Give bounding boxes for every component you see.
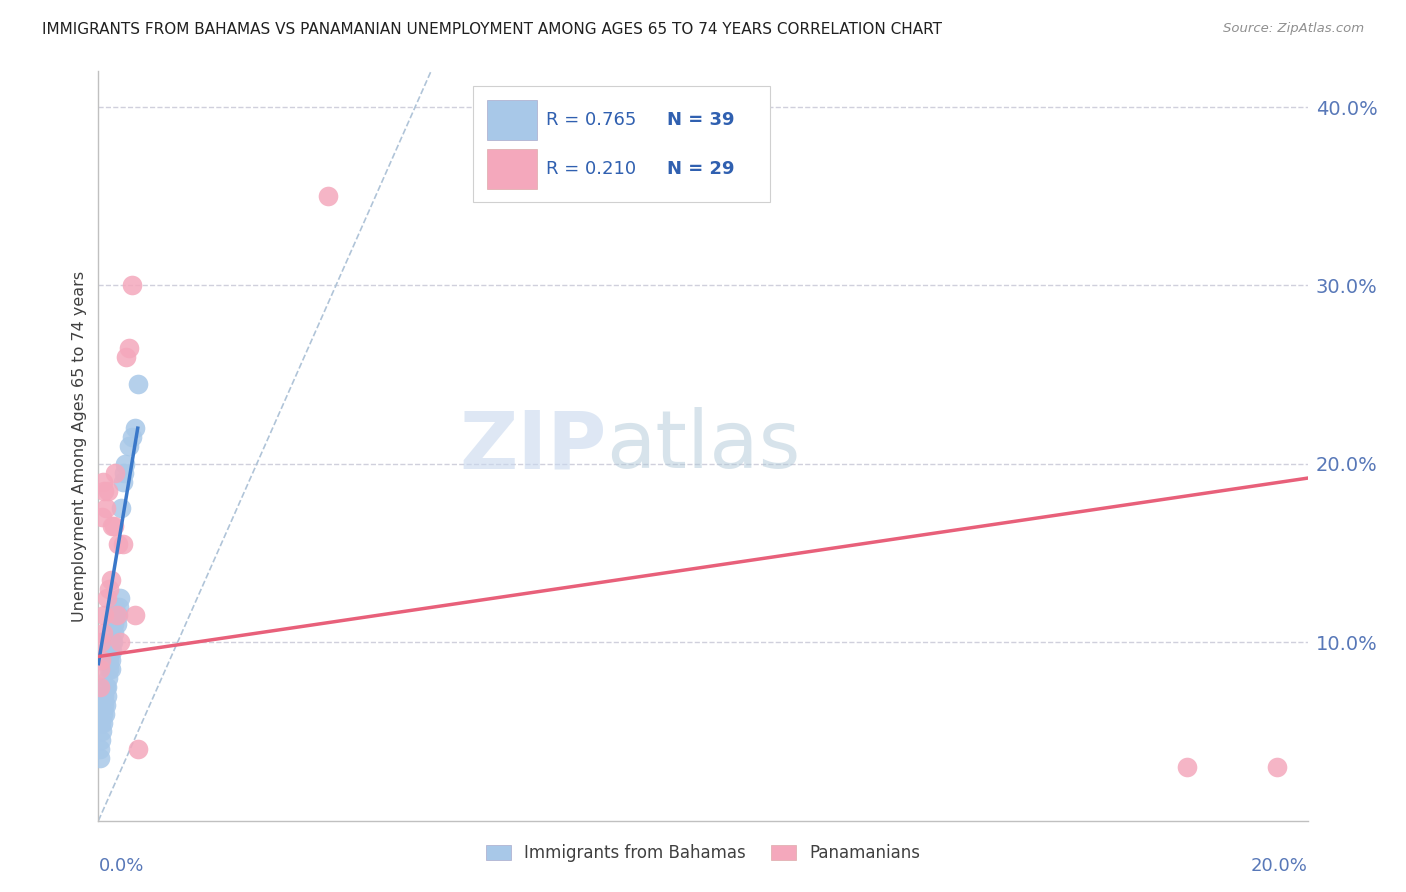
Point bbox=[121, 278, 143, 293]
Legend: Immigrants from Bahamas, Panamanians: Immigrants from Bahamas, Panamanians bbox=[479, 838, 927, 869]
Point bbox=[90, 733, 112, 747]
Point bbox=[107, 608, 129, 623]
Point bbox=[89, 680, 111, 694]
Point bbox=[108, 599, 131, 614]
Point bbox=[111, 537, 134, 551]
Point bbox=[100, 644, 122, 658]
Point bbox=[107, 537, 129, 551]
Point bbox=[105, 608, 128, 623]
Point bbox=[100, 519, 122, 533]
Point bbox=[114, 350, 136, 364]
FancyBboxPatch shape bbox=[474, 87, 769, 202]
Point bbox=[108, 635, 131, 649]
Point bbox=[98, 582, 121, 596]
Point bbox=[98, 644, 121, 658]
Text: N = 29: N = 29 bbox=[666, 160, 734, 178]
Point bbox=[94, 698, 117, 712]
Point bbox=[93, 483, 115, 498]
Point bbox=[111, 475, 134, 489]
Point bbox=[101, 635, 124, 649]
Point bbox=[124, 421, 146, 435]
Point bbox=[1267, 760, 1289, 774]
Point bbox=[98, 653, 121, 667]
Point bbox=[93, 698, 115, 712]
Point bbox=[101, 635, 124, 649]
Point bbox=[97, 483, 120, 498]
Text: 0.0%: 0.0% bbox=[98, 856, 143, 874]
Point bbox=[104, 466, 127, 480]
Text: atlas: atlas bbox=[606, 407, 800, 485]
Text: ZIP: ZIP bbox=[458, 407, 606, 485]
Point bbox=[127, 376, 149, 391]
Point bbox=[94, 501, 117, 516]
Point bbox=[114, 457, 136, 471]
Point bbox=[118, 439, 141, 453]
Point bbox=[124, 608, 146, 623]
Text: N = 39: N = 39 bbox=[666, 112, 734, 129]
Text: R = 0.765: R = 0.765 bbox=[546, 112, 636, 129]
Point bbox=[100, 653, 122, 667]
Point bbox=[100, 573, 122, 587]
Point bbox=[103, 626, 125, 640]
Point bbox=[90, 715, 112, 730]
Point bbox=[96, 680, 118, 694]
Point bbox=[96, 591, 118, 605]
Text: IMMIGRANTS FROM BAHAMAS VS PANAMANIAN UNEMPLOYMENT AMONG AGES 65 TO 74 YEARS COR: IMMIGRANTS FROM BAHAMAS VS PANAMANIAN UN… bbox=[42, 22, 942, 37]
Point bbox=[91, 475, 114, 489]
Point bbox=[103, 617, 125, 632]
Point bbox=[121, 430, 143, 444]
Point bbox=[316, 189, 339, 203]
Text: R = 0.210: R = 0.210 bbox=[546, 160, 636, 178]
Point bbox=[89, 742, 111, 756]
Point bbox=[91, 724, 114, 739]
Point bbox=[89, 662, 111, 676]
Point bbox=[96, 689, 118, 703]
Point bbox=[104, 608, 127, 623]
Point bbox=[97, 662, 120, 676]
Point bbox=[96, 680, 118, 694]
Point bbox=[103, 519, 125, 533]
FancyBboxPatch shape bbox=[486, 149, 537, 189]
Point bbox=[1175, 760, 1198, 774]
Y-axis label: Unemployment Among Ages 65 to 74 years: Unemployment Among Ages 65 to 74 years bbox=[72, 270, 87, 622]
FancyBboxPatch shape bbox=[486, 100, 537, 140]
Point bbox=[91, 510, 114, 524]
Point bbox=[91, 706, 114, 721]
Point bbox=[93, 608, 115, 623]
Point bbox=[89, 751, 111, 765]
Point bbox=[91, 626, 114, 640]
Point bbox=[94, 706, 117, 721]
Point bbox=[97, 671, 120, 685]
Point bbox=[91, 715, 114, 730]
Point bbox=[112, 466, 135, 480]
Point bbox=[100, 662, 122, 676]
Point bbox=[93, 689, 115, 703]
Text: Source: ZipAtlas.com: Source: ZipAtlas.com bbox=[1223, 22, 1364, 36]
Point bbox=[110, 501, 132, 516]
Point bbox=[104, 599, 127, 614]
Point bbox=[127, 742, 149, 756]
Text: 20.0%: 20.0% bbox=[1251, 856, 1308, 874]
Point bbox=[90, 653, 112, 667]
Point bbox=[108, 591, 131, 605]
Point bbox=[105, 617, 128, 632]
Point bbox=[118, 341, 141, 355]
Point bbox=[90, 635, 112, 649]
